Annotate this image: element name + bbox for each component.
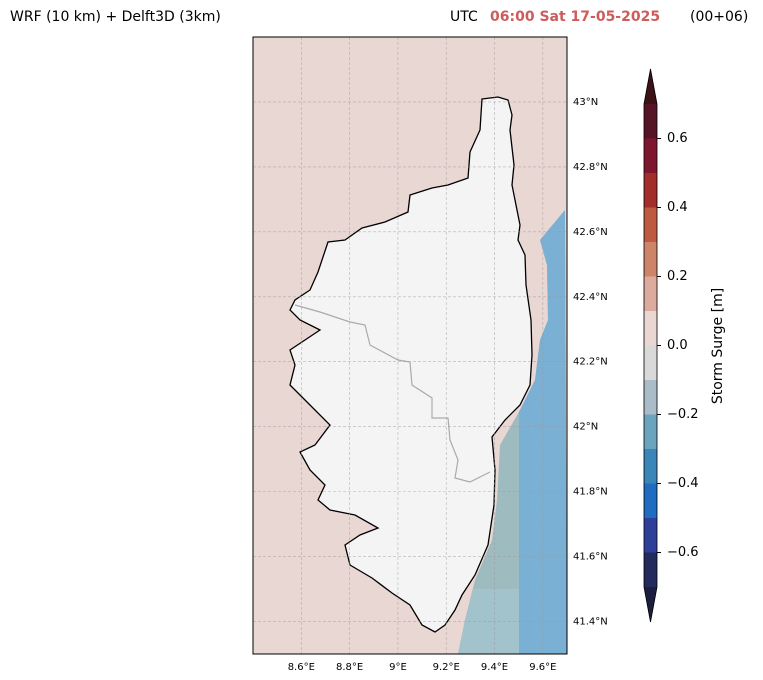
y-tick-label: 43°N <box>573 97 598 108</box>
colorbar-bin <box>644 345 657 380</box>
x-tick-label: 9.2°E <box>433 662 460 673</box>
colorbar-tick-label: 0.4 <box>667 200 688 215</box>
colorbar-tick-label: −0.2 <box>667 407 699 422</box>
colorbar-bin <box>644 449 657 484</box>
title: WRF (10 km) + Delft3D (3km) <box>10 9 221 25</box>
x-tick-label: 9°E <box>389 662 407 673</box>
map <box>253 37 567 654</box>
colorbar-bin <box>644 380 657 415</box>
colorbar-bin <box>644 311 657 346</box>
x-tick-label: 8.6°E <box>288 662 315 673</box>
colorbar-bin <box>644 138 657 173</box>
colorbar-bin <box>644 414 657 449</box>
colorbar-outline <box>643 68 658 623</box>
y-tick-label: 41.4°N <box>573 617 608 628</box>
y-tick-label: 41.6°N <box>573 552 608 563</box>
colorbar-bin <box>644 518 657 553</box>
map-frame <box>252 36 568 655</box>
colorbar-tick-label: −0.4 <box>667 476 699 491</box>
colorbar-extend-under <box>644 587 657 622</box>
colorbar-bin <box>644 552 657 587</box>
colorbar-tick-label: 0.6 <box>667 131 688 146</box>
x-tick-label: 9.6°E <box>529 662 556 673</box>
colorbar-bin <box>644 483 657 518</box>
colorbar-tick-label: −0.6 <box>667 545 699 560</box>
y-tick-label: 42°N <box>573 422 598 433</box>
colorbar-bin <box>644 276 657 311</box>
colorbar-bin <box>644 173 657 208</box>
colorbar-bin <box>644 207 657 242</box>
colorbar-extend-over <box>644 69 657 104</box>
colorbar-bin <box>644 104 657 139</box>
coastline <box>289 96 533 633</box>
colorbar-tick-label: 0.0 <box>667 338 688 353</box>
y-tick-label: 42.4°N <box>573 292 608 303</box>
x-tick-label: 8.8°E <box>336 662 363 673</box>
colorbar-tick-label: 0.2 <box>667 269 688 284</box>
valid-time: 06:00 Sat 17-05-2025 <box>490 9 660 25</box>
y-tick-label: 42.2°N <box>573 357 608 368</box>
y-tick-label: 42.8°N <box>573 162 608 173</box>
admin-border <box>294 304 491 483</box>
colorbar-label: Storm Surge [m] <box>710 288 726 404</box>
colorbar-bin <box>644 242 657 277</box>
y-tick-label: 41.8°N <box>573 487 608 498</box>
x-tick-label: 9.4°E <box>481 662 508 673</box>
time-zone: UTC <box>450 9 478 25</box>
y-tick-label: 42.6°N <box>573 227 608 238</box>
lead-time: (00+06) <box>690 9 748 25</box>
